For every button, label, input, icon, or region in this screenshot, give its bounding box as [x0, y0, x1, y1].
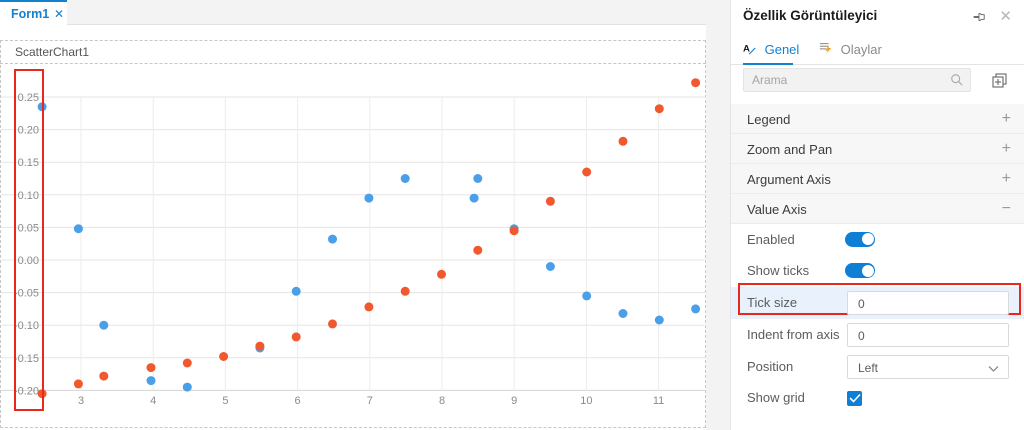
svg-text:0.00: 0.00 [18, 255, 39, 267]
svg-text:0.05: 0.05 [18, 222, 39, 234]
svg-text:9: 9 [511, 395, 517, 407]
svg-text:-0.20: -0.20 [14, 385, 39, 397]
svg-text:6: 6 [295, 395, 301, 407]
svg-text:0.15: 0.15 [18, 157, 39, 169]
svg-text:-0.05: -0.05 [14, 288, 39, 300]
svg-text:3: 3 [78, 395, 84, 407]
svg-text:-0.15: -0.15 [14, 353, 39, 365]
svg-text:0.25: 0.25 [18, 92, 39, 104]
svg-text:8: 8 [439, 395, 445, 407]
svg-text:7: 7 [367, 395, 373, 407]
svg-text:0.10: 0.10 [18, 190, 39, 202]
svg-text:0.20: 0.20 [18, 125, 39, 137]
svg-text:11: 11 [653, 395, 664, 407]
svg-text:-0.10: -0.10 [14, 320, 39, 332]
svg-text:A: A [743, 44, 750, 55]
svg-text:4: 4 [150, 395, 156, 407]
svg-text:5: 5 [222, 395, 228, 407]
svg-text:10: 10 [580, 395, 592, 407]
